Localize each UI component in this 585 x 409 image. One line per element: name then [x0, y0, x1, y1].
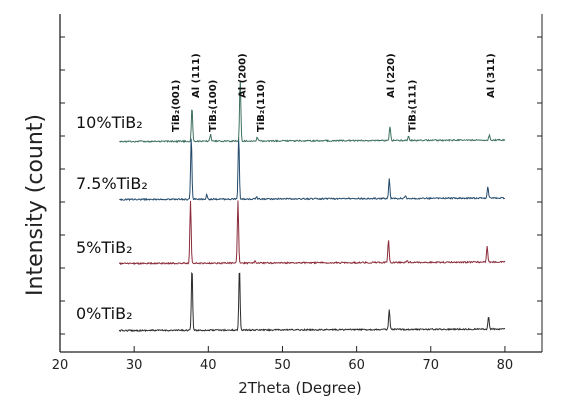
- series-label-7-5: 7.5%TiB₂: [76, 174, 148, 193]
- x-tick-label: 70: [422, 358, 439, 373]
- peak-annotation: Al (200): [238, 53, 249, 98]
- peak-annotation: TiB₂(111): [407, 80, 418, 132]
- series-line-2: [119, 137, 505, 202]
- y-ticks: [60, 36, 542, 335]
- series-line-1: [118, 200, 506, 266]
- series-label-5: 5%TiB₂: [76, 238, 133, 257]
- series-line-0: [118, 272, 506, 333]
- series-label-0: 0%TiB₂: [76, 304, 133, 323]
- peak-annotations: TiB₂(001) Al (111) TiB₂(100) Al (200) TiB₂(1…: [171, 53, 497, 132]
- x-tick-label: 60: [348, 358, 365, 373]
- x-tick-label: 50: [274, 358, 291, 373]
- peak-annotation: TiB₂(100): [208, 80, 219, 132]
- peak-annotation: TiB₂(110): [256, 80, 267, 132]
- x-axis-label: 2Theta (Degree): [238, 379, 362, 397]
- series-label-10: 10%TiB₂: [76, 113, 143, 132]
- peak-annotation: TiB₂(001): [171, 80, 182, 132]
- series-group: [118, 80, 506, 333]
- peak-annotation: Al (111): [191, 53, 202, 98]
- x-ticks: 20 30 40 50 60 70 80: [52, 346, 513, 373]
- x-tick-label: 20: [52, 358, 69, 373]
- x-tick-label: 80: [497, 358, 514, 373]
- x-tick-label: 40: [200, 358, 217, 373]
- peak-annotation: Al (220): [386, 53, 397, 98]
- y-axis-label: Intensity (count): [23, 114, 48, 296]
- series-line-3: [119, 80, 506, 144]
- peak-annotation: Al (311): [486, 53, 497, 98]
- x-tick-label: 30: [126, 358, 143, 373]
